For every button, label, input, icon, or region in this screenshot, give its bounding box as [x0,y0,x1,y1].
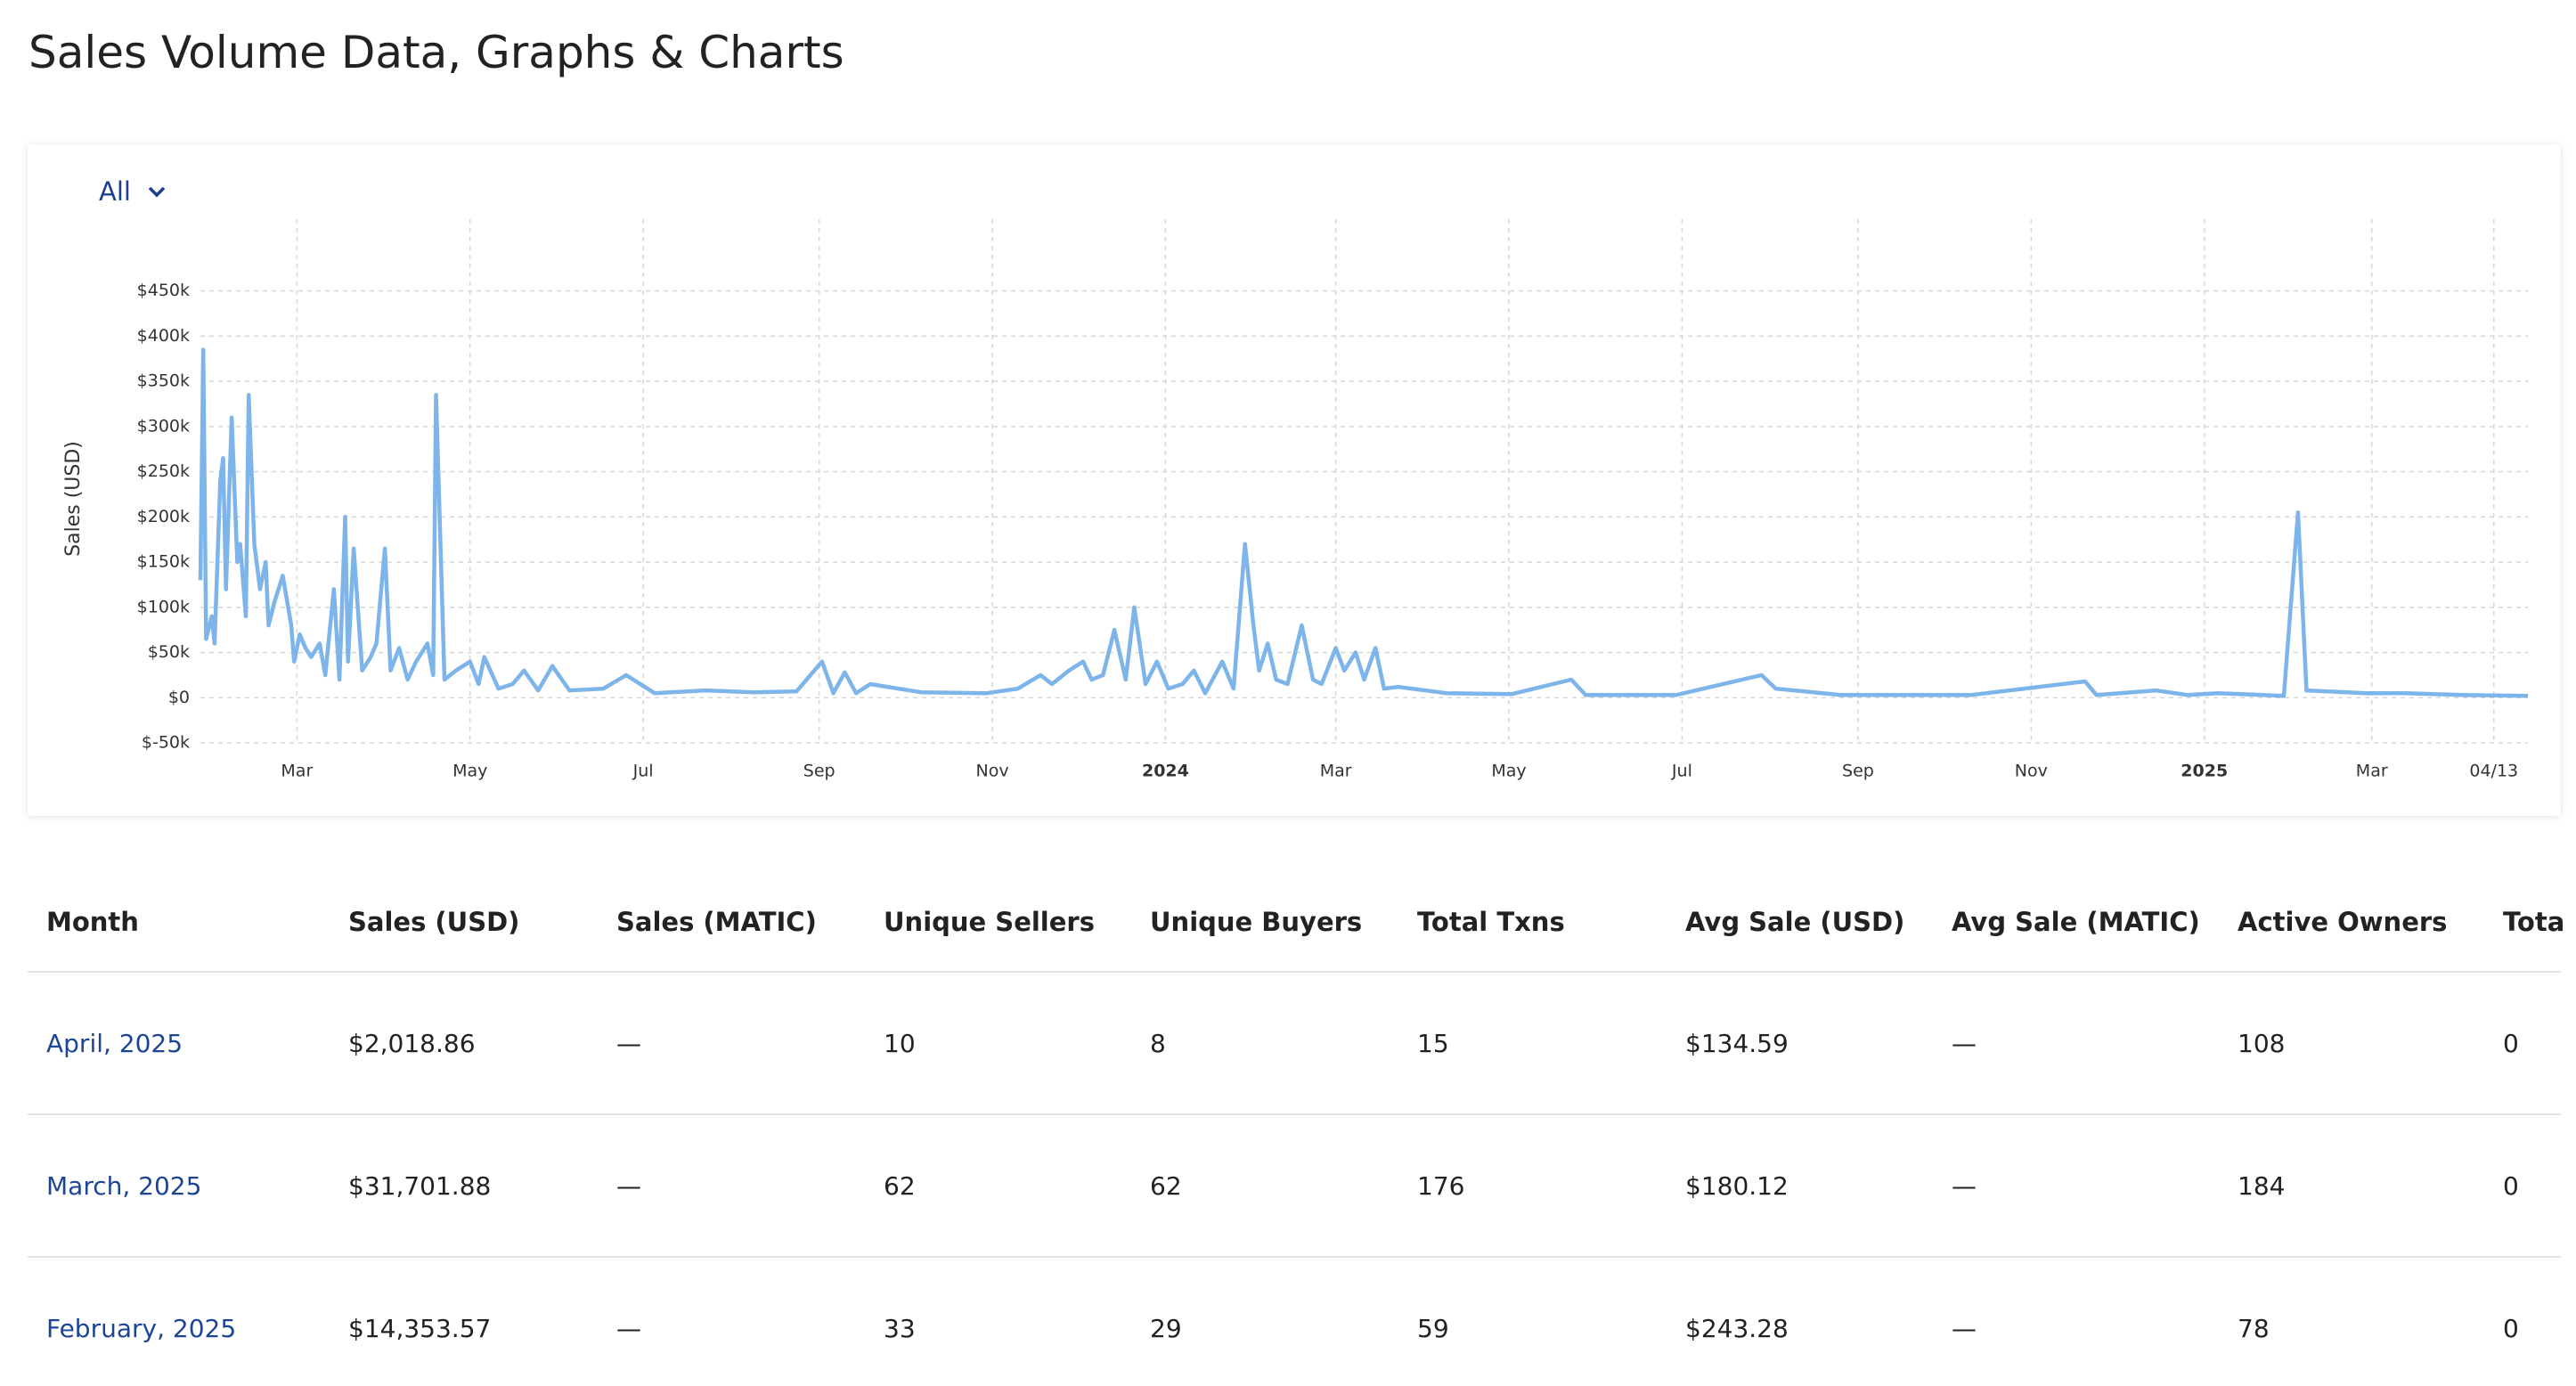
column-header: Tota [2503,907,2565,937]
chart-card: All $-50k $0 $50k $100k $150k $200k $250k $300k… [28,144,2561,816]
table-cell: 0 [2503,1171,2519,1201]
table-cell: 29 [1150,1314,1182,1343]
table-cell: $134.59 [1685,1029,1789,1058]
table-cell: 0 [2503,1029,2519,1058]
column-header: Unique Buyers [1150,907,1363,937]
table-cell: $14,353.57 [348,1314,492,1343]
table-cell: — [616,1171,641,1201]
table-cell: — [1952,1171,1977,1201]
y-tick-label: $50k [148,642,190,662]
column-header: Sales (MATIC) [616,907,817,937]
table-cell: 33 [884,1314,916,1343]
table-cell: 62 [884,1171,916,1201]
x-tick-label: Mar [1320,762,1352,781]
x-tick-label: Nov [2015,762,2048,781]
dropdown-label[interactable]: All [99,176,131,207]
table-cell: 59 [1417,1314,1449,1343]
column-header: Active Owners [2238,907,2448,937]
table-cell: — [616,1314,641,1343]
x-tick-label: 04/13 [2469,762,2518,781]
month-link[interactable]: April, 2025 [46,1029,183,1058]
x-tick-label: Sep [1842,762,1874,781]
y-tick-label: $-50k [142,733,190,753]
y-tick-label: $100k [137,597,190,616]
row-divider [28,971,2561,973]
table-cell: $180.12 [1685,1171,1789,1201]
chart: $-50k $0 $50k $100k $150k $200k $250k $300k $350… [62,219,2529,781]
table-cell: — [1952,1314,1977,1343]
table-cell: — [1952,1029,1977,1058]
x-tick-label: 2024 [1142,762,1189,781]
table-cell: 176 [1417,1171,1465,1201]
x-tick-label: Nov [976,762,1009,781]
table-cell: 8 [1150,1029,1166,1058]
table-cell: 10 [884,1029,916,1058]
table-cell: 62 [1150,1171,1182,1201]
y-tick-label: $450k [137,281,190,300]
range-dropdown[interactable]: All [99,176,167,207]
month-link[interactable]: March, 2025 [46,1171,202,1201]
table-cell: — [616,1029,641,1058]
x-tick-label: Jul [632,762,654,781]
x-tick-label: Mar [281,762,313,781]
x-tick-label: Sep [803,762,836,781]
y-axis-label: Sales (USD) [62,441,85,557]
row-divider [28,1113,2561,1115]
x-tick-label: 2025 [2181,762,2228,781]
y-tick-label: $150k [137,552,190,572]
column-header: Sales (USD) [348,907,520,937]
y-tick-label: $0 [168,688,190,707]
page-title: Sales Volume Data, Graphs & Charts [29,27,844,78]
x-tick-label: May [452,762,487,781]
x-tick-label: Jul [1671,762,1692,781]
row-divider [28,1256,2561,1258]
table-cell: $2,018.86 [348,1029,476,1058]
column-header: Avg Sale (MATIC) [1952,907,2200,937]
table-cell: 108 [2238,1029,2286,1058]
table-cell: 0 [2503,1314,2519,1343]
table-cell: $31,701.88 [348,1171,492,1201]
sales-line [198,347,2529,698]
table-cell: 184 [2238,1171,2286,1201]
column-header: Unique Sellers [884,907,1095,937]
y-tick-label: $400k [137,326,190,346]
column-header: Avg Sale (USD) [1685,907,1905,937]
month-link[interactable]: February, 2025 [46,1314,237,1343]
column-header: Total Txns [1417,907,1565,937]
x-tick-label: May [1491,762,1526,781]
column-header: Month [46,907,139,937]
y-tick-label: $300k [137,416,190,436]
table-cell: $243.28 [1685,1314,1789,1343]
y-tick-label: $350k [137,371,190,391]
y-tick-label: $200k [137,507,190,526]
y-tick-label: $250k [137,461,190,481]
chevron-icon [148,186,166,198]
table-cell: 15 [1417,1029,1449,1058]
table-cell: 78 [2238,1314,2270,1343]
x-tick-label: Mar [2356,762,2388,781]
